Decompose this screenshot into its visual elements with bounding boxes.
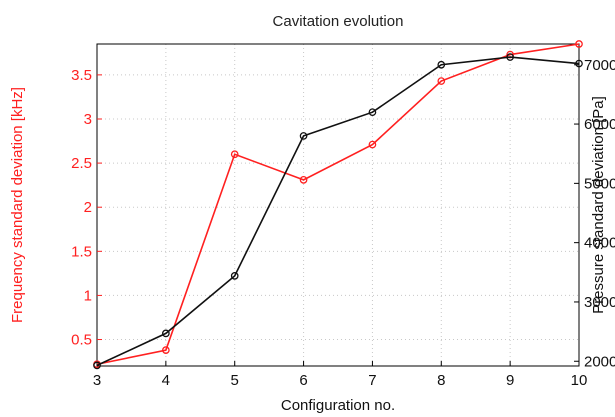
series-point-left	[368, 140, 377, 149]
x-axis-label: Configuration no.	[281, 397, 395, 414]
series-point-right	[230, 272, 239, 280]
right-axis-label: Pressure standard deviation [Pa]	[590, 96, 607, 314]
chart-title: Cavitation evolution	[273, 13, 404, 30]
right-tick-label: 3000	[584, 294, 615, 311]
left-axis-ticks: 0.5 1 1.5 2 2.5 3 3.5	[71, 67, 102, 349]
x-tick-label: 10	[571, 372, 588, 389]
x-tick-label: 4	[162, 372, 170, 389]
left-tick-label: 2.5	[71, 155, 92, 172]
left-tick-label: 1	[84, 287, 92, 304]
series-point-left	[575, 40, 583, 48]
series-point-left	[230, 150, 239, 159]
x-axis-ticks: 3 4 5 6 7 8 9 10	[93, 361, 588, 389]
left-tick-label: 3.5	[71, 67, 92, 84]
series-line-left	[96, 43, 580, 366]
series-point-right	[506, 53, 514, 61]
right-tick-label: 4000	[584, 235, 615, 252]
left-tick-label: 0.5	[71, 332, 92, 349]
right-tick-label: 2000	[584, 353, 615, 370]
x-tick-label: 3	[93, 372, 101, 389]
series-point-right	[575, 59, 583, 68]
series-point-right	[299, 132, 308, 140]
x-tick-label: 6	[299, 372, 307, 389]
left-tick-label: 2	[84, 199, 92, 216]
series-point-right	[368, 108, 377, 117]
series-point-left	[162, 346, 170, 354]
series-point-right	[93, 361, 101, 370]
plot-frame	[96, 43, 580, 367]
series-point-left	[437, 77, 446, 85]
right-tick-label: 5000	[584, 175, 615, 192]
right-axis-ticks: 2000 3000 4000 5000 6000 7000	[574, 57, 615, 370]
x-tick-label: 8	[437, 372, 445, 389]
left-tick-label: 3	[84, 111, 92, 128]
right-tick-label: 6000	[584, 116, 615, 133]
right-tick-label: 7000	[584, 57, 615, 74]
grid	[97, 44, 579, 366]
series-point-left	[299, 176, 308, 184]
left-tick-label: 1.5	[71, 243, 92, 260]
series-line-right	[96, 56, 580, 367]
series-point-right	[162, 329, 170, 338]
x-tick-label: 7	[368, 372, 376, 389]
x-tick-label: 9	[506, 372, 514, 389]
left-axis-label: Frequency standard deviation [kHz]	[9, 87, 26, 323]
series-layer	[93, 40, 583, 370]
x-tick-label: 5	[231, 372, 239, 389]
series-point-right	[437, 60, 446, 69]
